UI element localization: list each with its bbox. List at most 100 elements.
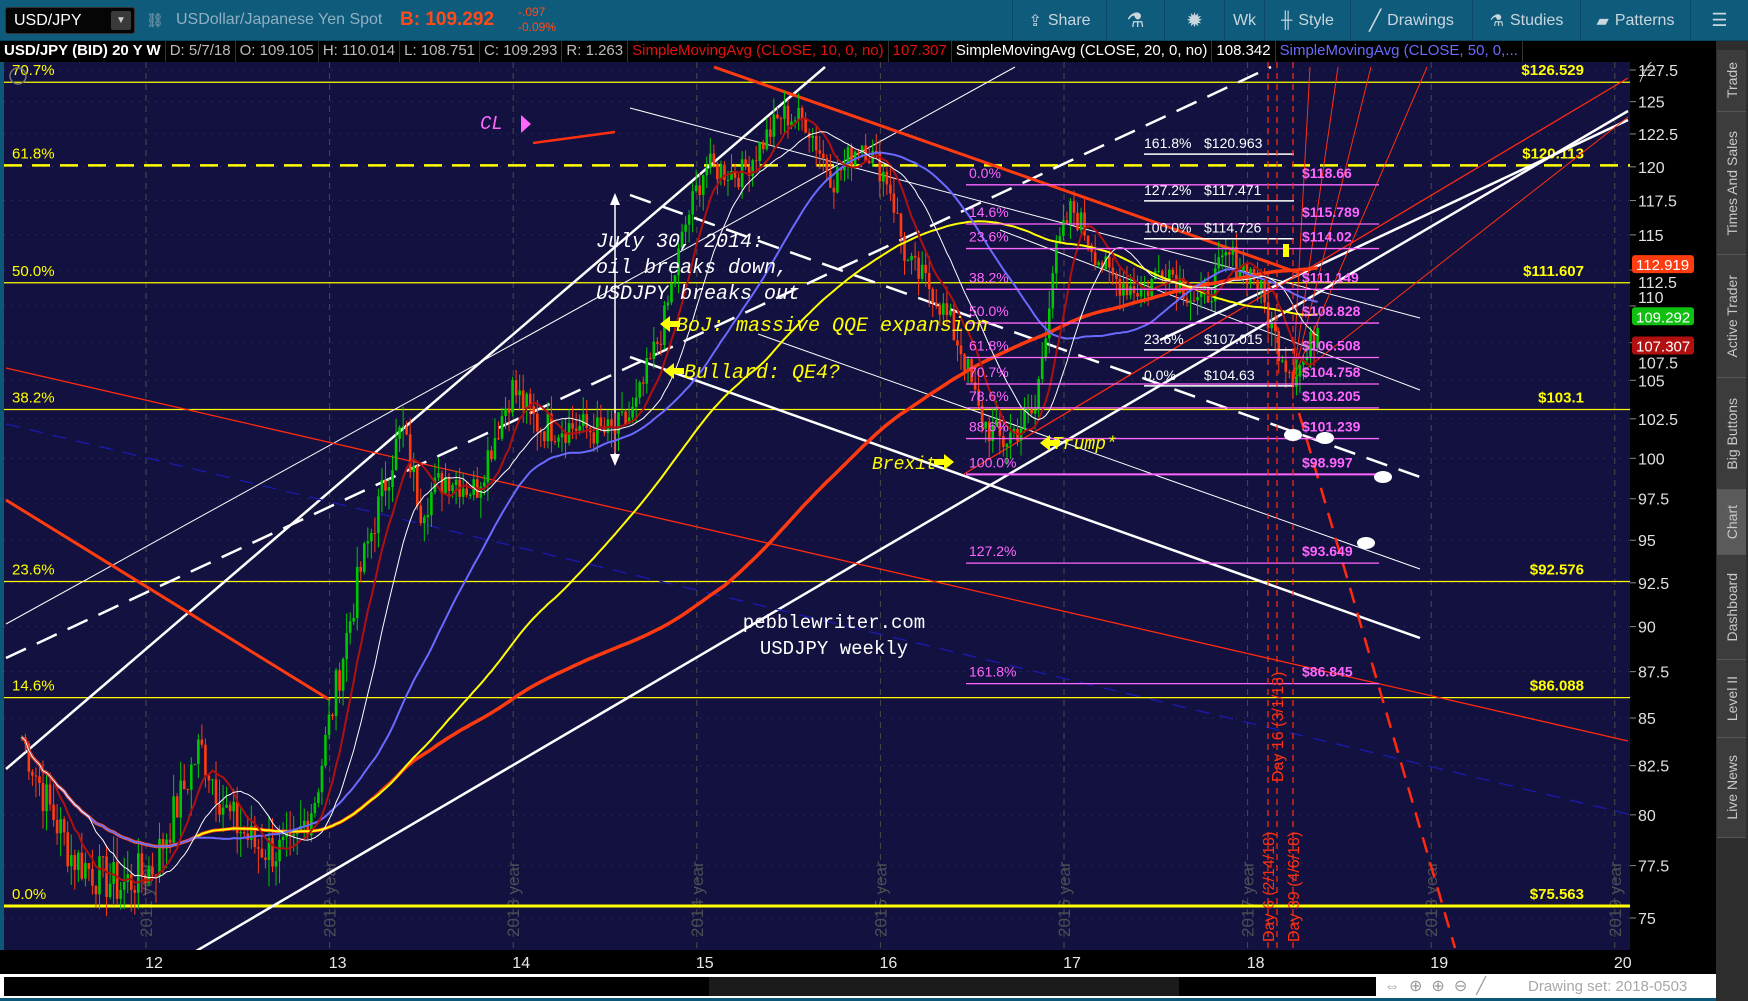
sma10-label[interactable]: SimpleMovingAvg (CLOSE, 10, 0, no) (628, 41, 889, 62)
candle (401, 426, 405, 428)
timeframe-button[interactable]: Wk (1224, 0, 1264, 41)
axis-tick-label: 92.5 (1638, 576, 1669, 593)
candle (903, 236, 906, 261)
candle (973, 382, 977, 390)
price-axis[interactable]: 127.5 125 122.5 120 117.5 115 112.5 110 107.5 105… (1630, 57, 1716, 950)
crosshair-icon[interactable]: ⊕ (1409, 978, 1432, 995)
candle (454, 479, 458, 485)
sidebar-tab[interactable]: Big Buttons (1717, 378, 1746, 490)
fib-retracement-price: $114.02 (1302, 229, 1352, 245)
link-icon[interactable]: ⛓ (146, 12, 164, 28)
sidebar-tab[interactable]: Trade (1717, 50, 1746, 112)
candle (1210, 301, 1213, 303)
settings-button[interactable]: ✹ (1164, 0, 1224, 41)
candle (924, 264, 927, 273)
zoom-in-icon[interactable]: ⊕ (1431, 978, 1454, 995)
sidebar-tab-label: Times And Sales (1723, 130, 1740, 236)
price-chart[interactable]: 2011 year 2012 year 2013 year 2014 year 2015… (4, 62, 1630, 950)
scrollbar-thumb[interactable] (709, 977, 1179, 996)
drawing-set-label[interactable]: Drawing set: 2018-0503 (1528, 978, 1688, 995)
candle (800, 107, 804, 118)
candle (472, 479, 476, 495)
candle (963, 354, 966, 372)
candle (698, 185, 702, 196)
studies-button[interactable]: ⚗ Studies (1472, 0, 1580, 41)
candle (41, 783, 45, 812)
candle (73, 855, 77, 870)
time-axis[interactable]: 12 13 14 15 16 17 18 19 20 (0, 950, 1716, 974)
sma20-value: 108.342 (1212, 41, 1276, 62)
chevron-down-icon[interactable]: ▼ (111, 11, 131, 30)
candle (648, 358, 652, 360)
share-button[interactable]: ⇪ Share (1012, 0, 1106, 41)
bar-range: R: 1.263 (562, 41, 629, 62)
candle (161, 839, 165, 849)
sidebar-tab[interactable]: Active Trader (1717, 255, 1746, 378)
sidebar-tab[interactable]: Times And Sales (1717, 112, 1746, 255)
candle (910, 255, 913, 261)
candle (550, 413, 553, 442)
annotation-brexit: Brexit (872, 455, 937, 475)
candle (433, 477, 437, 493)
price-badge (1632, 255, 1694, 274)
candle (896, 212, 899, 214)
zoom-out-icon[interactable]: ⊖ (1453, 978, 1477, 995)
candle (1273, 322, 1277, 332)
pan-icon[interactable]: ⇔ (1384, 978, 1409, 995)
candle (906, 260, 910, 262)
draw-line-icon[interactable]: ╱ (1476, 978, 1495, 995)
symbol-selector[interactable]: USD/JPY ▼ (5, 7, 135, 34)
flask-button[interactable]: ⚗ (1106, 0, 1164, 41)
candle (684, 224, 687, 232)
axis-tick-label: 127.5 (1638, 63, 1678, 80)
axis-tick-label: 117.5 (1638, 194, 1677, 211)
candle (426, 515, 430, 518)
drawings-button[interactable]: ╱ Drawings (1350, 0, 1472, 41)
candle (87, 863, 91, 869)
candle (302, 820, 306, 826)
candle (1277, 331, 1281, 361)
candle (483, 482, 486, 487)
sma100-line (21, 220, 1318, 848)
sidebar-tab[interactable]: Level II (1717, 660, 1746, 738)
bar-low: L: 108.751 (400, 41, 481, 62)
candle (1199, 290, 1203, 297)
candle (857, 151, 860, 153)
candle (1270, 322, 1274, 329)
style-button[interactable]: ╫ Style (1264, 0, 1350, 41)
candle (525, 393, 529, 409)
sma50-label[interactable]: SimpleMovingAvg (CLOSE, 50, 0,... (1276, 41, 1523, 62)
axis-tick-label: 82.5 (1638, 759, 1669, 776)
patterns-label: Patterns (1614, 11, 1675, 29)
candle (214, 779, 218, 804)
fib-level-price: $75.563 (1530, 886, 1584, 903)
candle (172, 796, 175, 843)
annotation-trump: Trump* (1052, 435, 1117, 455)
sidebar-tab-label: Trade (1723, 62, 1740, 99)
candle (882, 171, 885, 182)
sidebar-tab[interactable]: Dashboard (1717, 555, 1746, 660)
candle (987, 421, 991, 442)
sidebar-tab[interactable]: Live News (1717, 738, 1746, 838)
sidebar-tab[interactable]: Chart (1717, 490, 1746, 555)
year-label: 2015 year (871, 861, 890, 937)
candle (701, 175, 705, 196)
sma20-label[interactable]: SimpleMovingAvg (CLOSE, 20, 0, no) (952, 41, 1213, 62)
candle (147, 866, 151, 884)
candle (1005, 443, 1009, 448)
candle (709, 153, 712, 169)
horizontal-scrollbar[interactable] (4, 977, 1376, 996)
candle (257, 847, 260, 849)
axis-tick-label: 110 (1638, 290, 1664, 307)
candle (440, 473, 444, 494)
menu-button[interactable]: ☰ (1690, 0, 1748, 41)
candle (638, 382, 641, 398)
chart-plot-area[interactable]: 2011 year 2012 year 2013 year 2014 year 2015… (4, 62, 1630, 950)
candle (1228, 252, 1231, 255)
candle (634, 397, 638, 407)
year-label: 2017 year (1239, 861, 1258, 937)
patterns-button[interactable]: ▰ Patterns (1580, 0, 1690, 41)
candle (242, 832, 246, 834)
candle (1037, 378, 1040, 411)
candle (59, 819, 62, 834)
